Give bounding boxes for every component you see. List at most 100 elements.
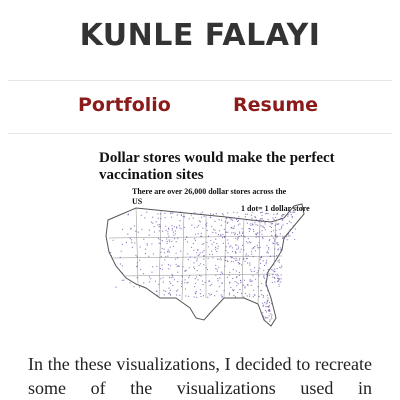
store-dot [276, 244, 279, 246]
store-dot [173, 226, 175, 228]
store-dot [199, 274, 201, 276]
store-dot [275, 216, 277, 219]
store-dot [230, 260, 232, 263]
store-dot [231, 256, 233, 258]
store-dot [232, 261, 234, 263]
store-dot [247, 262, 249, 264]
store-dot [278, 283, 280, 285]
store-dot [266, 294, 268, 296]
store-dot [180, 286, 183, 288]
store-dot [203, 249, 205, 252]
store-dot [230, 245, 232, 247]
store-dot [262, 304, 264, 306]
store-dot [271, 223, 274, 225]
store-dot [234, 251, 236, 253]
store-dot [236, 259, 238, 261]
store-dot [218, 266, 220, 268]
store-dot [189, 275, 191, 277]
store-dot [253, 230, 255, 232]
store-dot [236, 220, 239, 222]
store-dot [233, 257, 235, 260]
store-dot [277, 278, 279, 280]
store-dot [273, 213, 275, 215]
store-dot [259, 231, 261, 233]
store-dot [241, 292, 243, 294]
store-dot [166, 240, 168, 243]
store-dot [187, 258, 189, 261]
store-dot [276, 235, 278, 238]
store-dot [270, 313, 272, 315]
store-dot [211, 250, 213, 252]
store-dot [259, 212, 262, 214]
store-dot [167, 249, 169, 251]
store-dot [237, 234, 239, 236]
store-dot [265, 281, 267, 283]
store-dot [188, 276, 190, 279]
store-dot [290, 222, 292, 224]
nav-link-resume[interactable]: Resume [233, 94, 319, 116]
store-dot [248, 293, 251, 295]
store-dot [196, 258, 198, 260]
store-dot [224, 259, 226, 261]
store-dot [152, 253, 155, 255]
store-dot [209, 294, 211, 296]
store-dot [269, 319, 271, 321]
nav-link-portfolio[interactable]: Portfolio [78, 94, 171, 116]
store-dot [121, 243, 123, 245]
store-dot [206, 222, 208, 224]
store-dot [254, 267, 256, 269]
store-dot [236, 276, 238, 278]
store-dot [257, 224, 259, 226]
store-dot [136, 277, 138, 279]
store-dot [238, 274, 240, 276]
store-dot [262, 260, 264, 262]
store-dot [269, 320, 271, 322]
store-dot [265, 263, 267, 265]
store-dot [238, 271, 240, 274]
store-dot [202, 251, 204, 253]
store-dot [207, 296, 209, 298]
store-dot [195, 233, 197, 235]
store-dot [163, 248, 165, 250]
store-dot [229, 246, 231, 248]
store-dot [278, 278, 280, 280]
store-dot [157, 224, 159, 226]
store-dot [221, 237, 224, 239]
store-dot [269, 221, 271, 223]
store-dot [211, 243, 213, 245]
store-dot [190, 214, 192, 216]
store-dot [203, 215, 205, 217]
store-dot [218, 258, 220, 260]
store-dot [243, 296, 245, 298]
store-dot [278, 285, 280, 287]
store-dot [248, 228, 250, 230]
store-dot [240, 235, 243, 237]
store-dot [171, 275, 173, 277]
store-dot [212, 231, 214, 234]
store-dot [267, 309, 269, 312]
store-dot [277, 273, 279, 275]
store-dot [159, 213, 162, 215]
store-dot [264, 301, 266, 304]
store-dot [252, 275, 254, 277]
store-dot [234, 234, 236, 236]
store-dot [257, 247, 259, 249]
store-dot [263, 316, 265, 318]
store-dot [136, 262, 138, 264]
store-dot [232, 227, 234, 229]
store-dot [168, 239, 170, 241]
store-dot [188, 267, 190, 269]
store-dot [170, 277, 172, 279]
store-dot [272, 242, 274, 244]
store-dot [276, 255, 278, 257]
store-dot [123, 279, 125, 281]
store-dot [226, 260, 228, 262]
store-dot [194, 292, 196, 294]
store-dot [175, 263, 177, 265]
store-dot [194, 282, 196, 284]
store-dot [144, 217, 146, 219]
store-dot [177, 237, 179, 240]
store-dot [206, 229, 208, 232]
store-dot [289, 229, 291, 231]
store-dot [186, 241, 189, 243]
